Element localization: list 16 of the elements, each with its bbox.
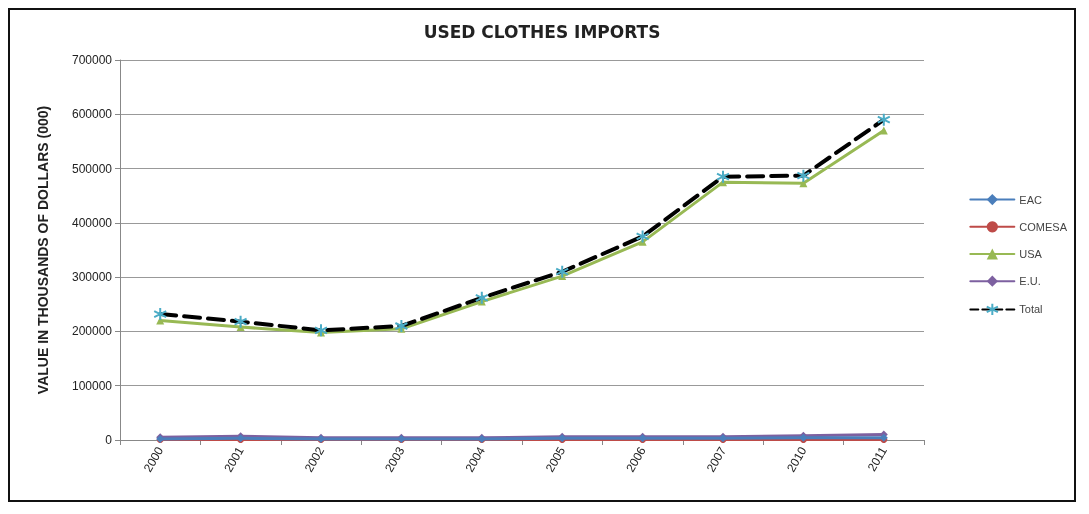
legend-label: COMESA <box>1019 220 1068 233</box>
y-tick-label: 700000 <box>71 53 113 67</box>
y-tick-label: 400000 <box>71 215 113 230</box>
y-tick-label: 100000 <box>71 378 113 393</box>
y-axis-title: VALUE IN THOUSANDS OF DOLLARS (000) <box>35 105 51 395</box>
legend-label: E.U. <box>1019 275 1041 288</box>
point <box>879 126 888 135</box>
legend-label: EAC <box>1019 193 1042 206</box>
legend-label: USA <box>1019 248 1043 260</box>
y-tick-label: 600000 <box>71 107 113 122</box>
y-tick-label: 300000 <box>71 270 113 285</box>
y-tick-label: 500000 <box>71 161 113 176</box>
chart-title: USED CLOTHES IMPORTS <box>423 21 661 42</box>
y-tick-label: 0 <box>105 433 113 447</box>
y-tick-label: 200000 <box>71 324 113 339</box>
legend-label: Total <box>1019 303 1043 316</box>
